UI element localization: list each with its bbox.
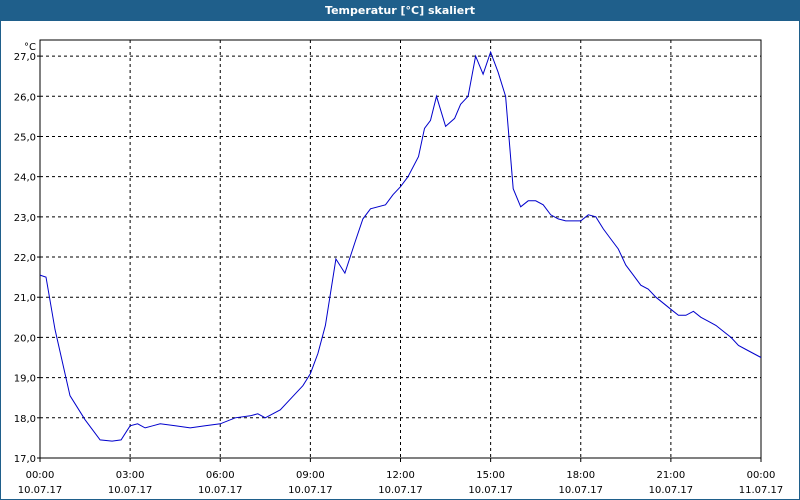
series-layer bbox=[39, 50, 762, 442]
grid bbox=[37, 40, 762, 462]
y-tick-label: 20,0 bbox=[14, 333, 36, 344]
x-tick-time: 00:00 bbox=[26, 470, 55, 481]
x-tick-date: 10.07.17 bbox=[649, 485, 694, 496]
x-tick-time: 21:00 bbox=[656, 470, 685, 481]
y-tick-label: 25,0 bbox=[14, 132, 36, 143]
temperature-series-line bbox=[39, 50, 762, 442]
y-tick-label: 24,0 bbox=[14, 173, 36, 184]
y-tick-label: 19,0 bbox=[14, 374, 36, 385]
x-tick-date: 10.07.17 bbox=[378, 485, 423, 496]
y-tick-label: 23,0 bbox=[14, 213, 36, 224]
x-tick-date: 10.07.17 bbox=[108, 485, 153, 496]
y-tick-label: 22,0 bbox=[14, 253, 36, 264]
y-tick-label: 21,0 bbox=[14, 293, 36, 304]
y-tick-labels: 17,0 18,0 19,0 20,0 21,0 22,0 23,0 24,0 25,0 26,0… bbox=[14, 52, 36, 465]
y-axis-unit: °C bbox=[24, 42, 36, 53]
y-tick-label: 27,0 bbox=[14, 52, 36, 63]
x-tick-labels: 00:00 10.07.17 03:00 10.07.17 06:00 10.07.17 0… bbox=[18, 470, 784, 496]
x-tick-time: 03:00 bbox=[116, 470, 145, 481]
x-tick-time: 06:00 bbox=[206, 470, 235, 481]
x-tick-date: 10.07.17 bbox=[558, 485, 603, 496]
x-tick-date: 10.07.17 bbox=[18, 485, 63, 496]
x-tick-time: 15:00 bbox=[476, 470, 505, 481]
x-tick-date: 10.07.17 bbox=[468, 485, 513, 496]
y-tick-label: 26,0 bbox=[14, 92, 36, 103]
x-tick-time: 12:00 bbox=[386, 470, 415, 481]
x-tick-time: 09:00 bbox=[296, 470, 325, 481]
y-tick-label: 18,0 bbox=[14, 414, 36, 425]
x-tick-date: 11.07.17 bbox=[739, 485, 784, 496]
x-tick-time: 18:00 bbox=[566, 470, 595, 481]
window-title: Temperatur [°C] skaliert bbox=[1, 1, 799, 21]
x-tick-date: 10.07.17 bbox=[198, 485, 243, 496]
x-tick-date: 10.07.17 bbox=[288, 485, 333, 496]
x-tick-time: 00:00 bbox=[747, 470, 776, 481]
y-tick-label: 17,0 bbox=[14, 454, 36, 465]
